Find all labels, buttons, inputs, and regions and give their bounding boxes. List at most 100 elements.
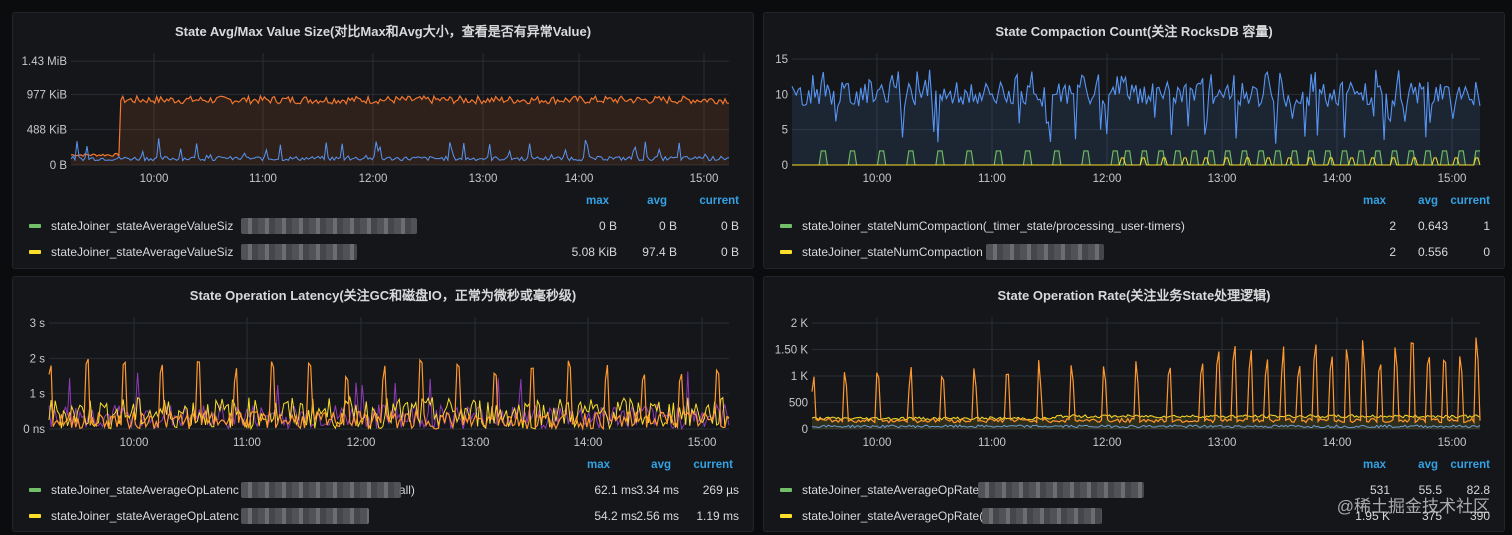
series-avg: 55.5 bbox=[1418, 483, 1442, 497]
series-name: stateJoiner_stateNumCompaction(_timer_st… bbox=[802, 219, 1185, 233]
series-name: stateJoiner_stateAverageOpRate bbox=[802, 483, 980, 497]
series-max: 2 bbox=[1389, 219, 1396, 233]
series-name: stateJoiner_stateAverageValueSiz bbox=[51, 219, 234, 233]
series-current: 1 bbox=[1483, 219, 1490, 233]
x-tick-label: 15:00 bbox=[688, 437, 717, 449]
redacted-text bbox=[241, 482, 401, 498]
x-tick-label: 12:00 bbox=[359, 173, 388, 185]
legend-header-current[interactable]: current bbox=[1450, 195, 1490, 207]
legend-header-max[interactable]: max bbox=[1362, 459, 1386, 471]
series-current: 0 B bbox=[720, 245, 739, 259]
plot-area: 0 500 1 K 1.50 K 2 K 10:00 11:00 12:00 13:00 14:0… bbox=[775, 317, 1481, 449]
legend: max avg current stateJoiner_stateNumComp… bbox=[764, 191, 1504, 265]
series-name: stateJoiner_stateAverageValueSiz bbox=[51, 245, 234, 259]
legend-header-avg[interactable]: avg bbox=[1418, 195, 1438, 207]
series-max: 5.08 KiB bbox=[571, 245, 617, 259]
series-avg: 2.56 ms bbox=[636, 509, 679, 523]
series-avg: 3.34 ms bbox=[636, 483, 679, 497]
y-tick-label: 0 ns bbox=[23, 424, 45, 436]
x-tick-label: 15:00 bbox=[690, 173, 719, 185]
panel-compaction-count: State Compaction Count(关注 RocksDB 容量) 0 5… bbox=[763, 12, 1505, 269]
x-tick-label: 12:00 bbox=[1093, 173, 1122, 185]
series-current: 0 B bbox=[720, 219, 739, 233]
series-swatch bbox=[780, 250, 792, 254]
panel-title[interactable]: State Avg/Max Value Size(对比Max和Avg大小，查看是… bbox=[174, 24, 592, 39]
series-current: 0 bbox=[1483, 245, 1490, 259]
series-avg: 375 bbox=[1421, 509, 1442, 523]
series-line bbox=[811, 413, 1481, 421]
y-tick-label: 0 bbox=[802, 424, 808, 436]
series-avg: 0.643 bbox=[1417, 219, 1448, 233]
watermark: @稀土掘金技术社区 bbox=[1336, 497, 1490, 516]
series-swatch bbox=[29, 488, 41, 492]
x-tick-label: 15:00 bbox=[1438, 437, 1467, 449]
legend-row[interactable]: stateJoiner_stateAverageValueSiz 5.08 Ki… bbox=[13, 239, 753, 265]
y-tick-label: 1.50 K bbox=[775, 345, 809, 357]
x-tick-label: 14:00 bbox=[565, 173, 594, 185]
series-line bbox=[811, 424, 1481, 429]
x-tick-label: 10:00 bbox=[863, 173, 892, 185]
legend-header-max[interactable]: max bbox=[586, 459, 610, 471]
x-tick-label: 13:00 bbox=[1208, 437, 1237, 449]
series-max: 62.1 ms bbox=[594, 483, 637, 497]
legend-header-current[interactable]: current bbox=[1450, 459, 1490, 471]
series-avg: 97.4 B bbox=[642, 245, 677, 259]
series-name: stateJoiner_stateAverageOpRate( bbox=[802, 509, 984, 523]
legend-header-current[interactable]: current bbox=[699, 195, 739, 207]
legend: max avg current stateJoiner_stateAverage… bbox=[764, 455, 1504, 529]
series-current: 82.8 bbox=[1466, 483, 1490, 497]
legend-row[interactable]: stateJoiner_stateAverageOpRate 531 55.5 … bbox=[764, 477, 1504, 503]
y-tick-label: 488 KiB bbox=[27, 125, 68, 137]
legend-row[interactable]: stateJoiner_stateAverageOpLatenc 54.2 ms… bbox=[13, 503, 753, 529]
series-swatch bbox=[29, 224, 41, 228]
y-tick-label: 10 bbox=[775, 89, 788, 101]
legend-header-avg[interactable]: avg bbox=[651, 459, 671, 471]
legend-row[interactable]: stateJoiner_stateAverageValueSiz 0 B 0 B… bbox=[13, 213, 753, 239]
legend-header-max[interactable]: max bbox=[1362, 195, 1386, 207]
redacted-text bbox=[982, 508, 1102, 524]
series-area bbox=[71, 96, 729, 165]
legend-row[interactable]: stateJoiner_stateNumCompaction 2 0.556 0 bbox=[764, 239, 1504, 265]
y-tick-label: 3 s bbox=[30, 318, 46, 330]
legend-row[interactable]: stateJoiner_stateNumCompaction(_timer_st… bbox=[764, 213, 1504, 239]
x-tick-label: 11:00 bbox=[978, 173, 1006, 185]
x-tick-label: 11:00 bbox=[233, 437, 261, 449]
series-line bbox=[48, 358, 730, 431]
series-line bbox=[791, 69, 1481, 144]
panel-title[interactable]: State Compaction Count(关注 RocksDB 容量) bbox=[995, 24, 1273, 39]
series-avg: 0.556 bbox=[1417, 245, 1448, 259]
panel-title[interactable]: State Operation Latency(关注GC和磁盘IO，正常为微秒或… bbox=[189, 288, 577, 303]
series-current: 269 µs bbox=[702, 483, 739, 497]
legend-row[interactable]: stateJoiner_stateAverageOpRate( 1.95 K 3… bbox=[764, 503, 1504, 529]
series-name: stateJoiner_stateAverageOpLatenc bbox=[51, 509, 239, 523]
y-tick-label: 0 bbox=[782, 160, 788, 172]
x-tick-label: 10:00 bbox=[140, 173, 169, 185]
x-tick-label: 14:00 bbox=[1323, 437, 1352, 449]
panel-op-rate: State Operation Rate(关注业务State处理逻辑) 0 500… bbox=[763, 276, 1505, 532]
redacted-text bbox=[241, 244, 357, 260]
y-tick-label: 1 s bbox=[30, 389, 46, 401]
series-max: 1.95 K bbox=[1355, 509, 1390, 523]
panel-title[interactable]: State Operation Rate(关注业务State处理逻辑) bbox=[997, 288, 1271, 303]
series-swatch bbox=[29, 250, 41, 254]
x-tick-label: 10:00 bbox=[863, 437, 892, 449]
legend-header-current[interactable]: current bbox=[693, 459, 733, 471]
series-max: 531 bbox=[1369, 483, 1390, 497]
y-tick-label: 0 B bbox=[50, 160, 68, 172]
plot-area: 0 5 10 15 10:00 11:00 12:00 13:00 14:00 15:00 bbox=[775, 53, 1481, 185]
series-swatch bbox=[29, 514, 41, 518]
legend-header-avg[interactable]: avg bbox=[647, 195, 667, 207]
series-area bbox=[792, 69, 1480, 165]
y-tick-label: 500 bbox=[789, 398, 808, 410]
legend-header-max[interactable]: max bbox=[585, 195, 609, 207]
x-tick-label: 15:00 bbox=[1438, 173, 1467, 185]
series-line bbox=[48, 371, 730, 431]
legend-row[interactable]: stateJoiner_stateAverageOpLatenc all) 62.… bbox=[13, 477, 753, 503]
x-tick-label: 11:00 bbox=[978, 437, 1006, 449]
redacted-text bbox=[978, 482, 1144, 498]
legend-header-avg[interactable]: avg bbox=[1418, 459, 1438, 471]
series-max: 2 bbox=[1389, 245, 1396, 259]
series-name: stateJoiner_stateAverageOpLatenc all) bbox=[51, 483, 415, 497]
x-tick-label: 14:00 bbox=[1323, 173, 1352, 185]
x-tick-label: 12:00 bbox=[347, 437, 376, 449]
